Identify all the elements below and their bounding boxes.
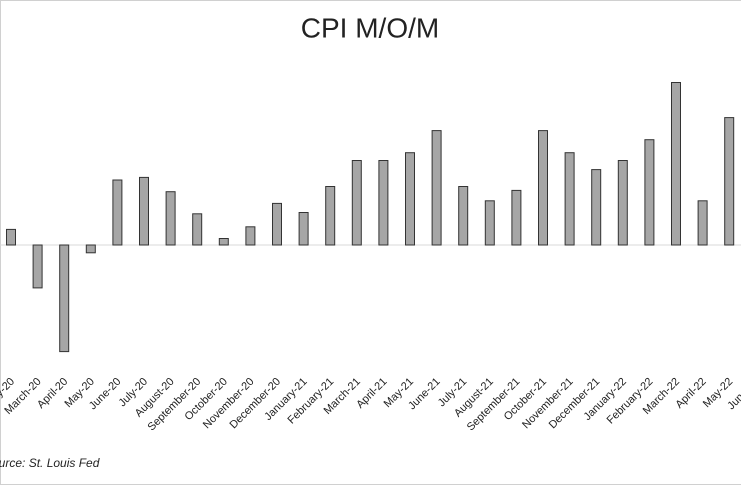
bar: [431, 130, 442, 246]
bar: [85, 244, 96, 254]
bar: [351, 160, 362, 246]
bar: [218, 238, 229, 246]
bar: [564, 152, 575, 246]
bar: [32, 244, 43, 289]
bar: [272, 202, 282, 246]
bar: [165, 191, 176, 246]
bar: [511, 189, 522, 246]
bar: [484, 200, 495, 246]
bar: [139, 176, 149, 246]
source-note: Source: St. Louis Fed: [0, 456, 100, 470]
bar: [378, 160, 389, 246]
bar: [671, 82, 681, 246]
bar: [298, 212, 309, 246]
bar: [697, 200, 708, 246]
bar: [458, 186, 469, 246]
bar: [325, 186, 336, 246]
bar: [6, 228, 16, 246]
bar: [724, 117, 735, 246]
bar: [245, 226, 256, 246]
bar: [112, 179, 123, 246]
bar: [192, 213, 203, 246]
bar: [617, 160, 628, 246]
bar: [644, 139, 655, 246]
bar: [538, 130, 548, 246]
bar: [59, 244, 70, 353]
bar: [591, 169, 602, 246]
chart-title: CPI M/O/M: [301, 12, 439, 43]
bar: [405, 152, 415, 246]
